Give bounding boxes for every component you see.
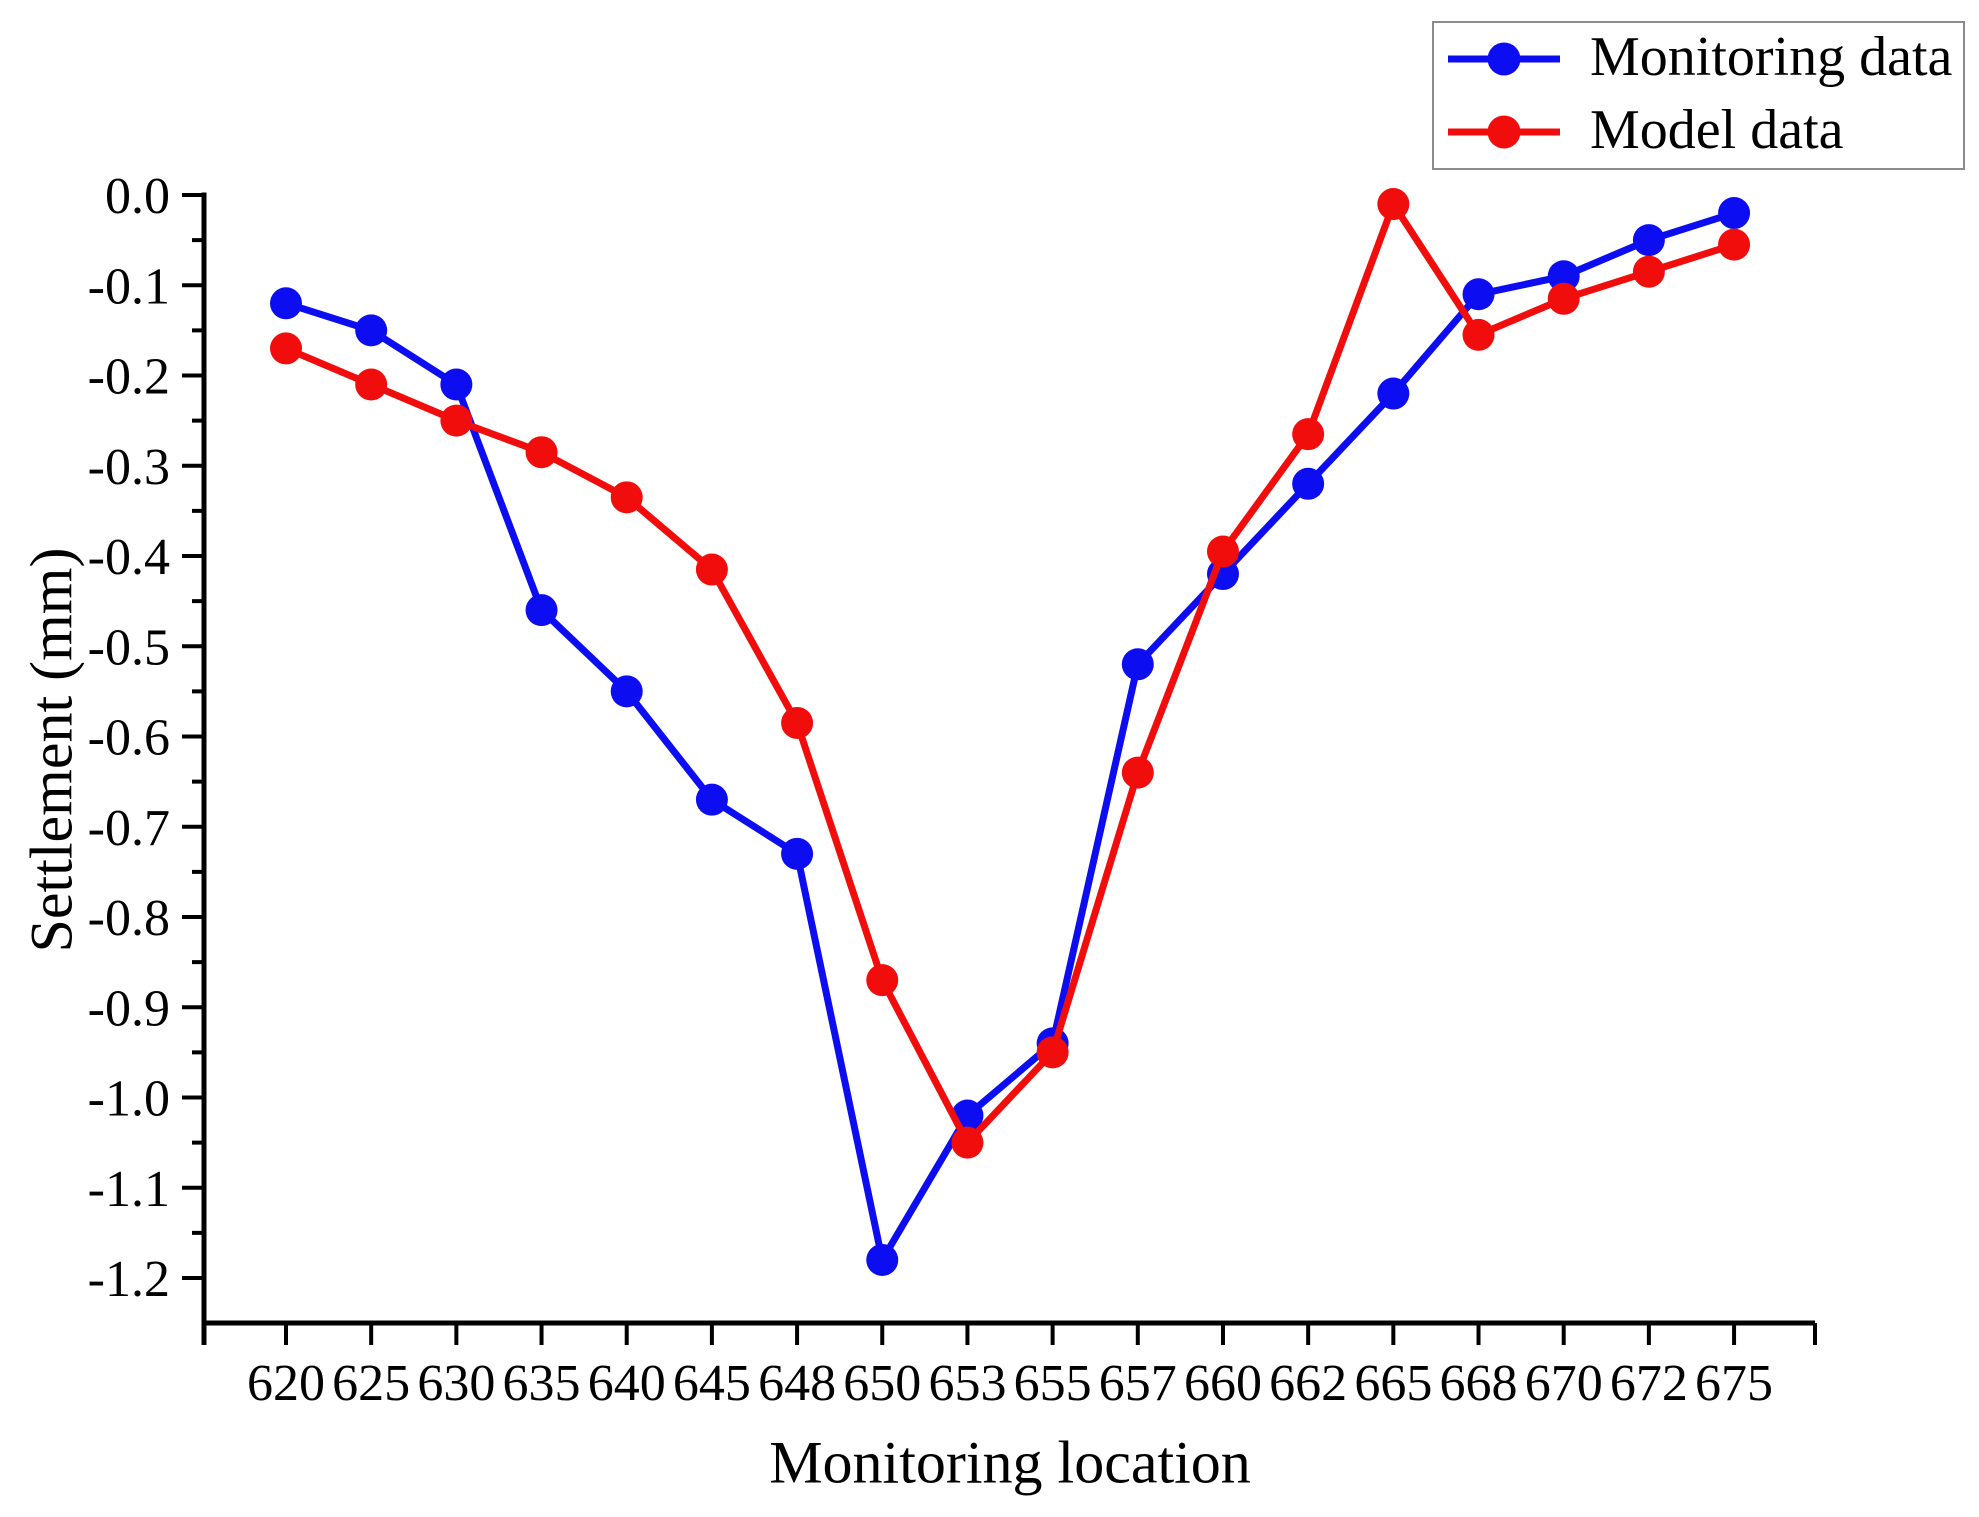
y-axis-title: Settlement (mm) bbox=[18, 547, 85, 953]
x-tick-label: 620 bbox=[247, 1355, 325, 1412]
x-tick-label: 650 bbox=[843, 1355, 921, 1412]
x-tick-label: 668 bbox=[1440, 1355, 1518, 1412]
x-tick-label: 640 bbox=[588, 1355, 666, 1412]
y-tick-label: -1.0 bbox=[88, 1071, 170, 1128]
legend-dot-icon bbox=[1487, 115, 1521, 149]
data-point-model-data bbox=[1547, 282, 1580, 315]
data-point-monitoring-data bbox=[355, 314, 388, 347]
data-point-model-data bbox=[1718, 228, 1751, 261]
data-point-model-data bbox=[695, 553, 728, 586]
data-point-monitoring-data bbox=[440, 368, 473, 401]
y-tick-label: -0.7 bbox=[88, 800, 170, 857]
x-tick-label: 645 bbox=[673, 1355, 751, 1412]
x-tick-label: 648 bbox=[758, 1355, 836, 1412]
data-point-model-data bbox=[355, 368, 388, 401]
data-point-model-data bbox=[525, 436, 558, 469]
legend: Monitoring data Model data bbox=[1432, 21, 1965, 170]
x-tick-label: 657 bbox=[1099, 1355, 1177, 1412]
legend-label: Model data bbox=[1590, 98, 1844, 161]
data-point-monitoring-data bbox=[610, 675, 643, 708]
data-point-monitoring-data bbox=[1547, 260, 1580, 293]
y-tick-label: -0.8 bbox=[88, 890, 170, 947]
data-point-monitoring-data bbox=[781, 837, 814, 870]
legend-marker-monitoring-data bbox=[1448, 42, 1560, 76]
data-point-monitoring-data bbox=[866, 1243, 899, 1276]
data-point-monitoring-data bbox=[270, 287, 302, 320]
y-tick-label: -0.3 bbox=[88, 439, 170, 496]
legend-marker-model-data bbox=[1448, 115, 1560, 149]
data-point-model-data bbox=[1377, 188, 1410, 221]
y-tick-label: -1.2 bbox=[88, 1251, 170, 1308]
y-tick-label: -0.6 bbox=[88, 710, 170, 767]
y-tick-label: -0.4 bbox=[88, 529, 170, 586]
data-point-monitoring-data bbox=[1718, 197, 1751, 230]
y-tick-label: -0.2 bbox=[88, 349, 170, 406]
legend-item-model-data: Model data bbox=[1448, 102, 1963, 162]
series-line-model-data bbox=[282, 200, 1738, 1147]
x-tick-label: 665 bbox=[1354, 1355, 1432, 1412]
data-point-monitoring-data bbox=[1292, 467, 1325, 500]
x-tick-label: 675 bbox=[1695, 1355, 1773, 1412]
data-point-model-data bbox=[951, 1126, 984, 1159]
data-point-monitoring-data bbox=[695, 783, 728, 816]
x-tick-label: 660 bbox=[1184, 1355, 1262, 1412]
x-tick-label: 670 bbox=[1525, 1355, 1603, 1412]
data-point-model-data bbox=[1632, 255, 1665, 288]
data-point-model-data bbox=[610, 481, 643, 514]
x-tick-label: 635 bbox=[503, 1355, 581, 1412]
series-line-monitoring-data bbox=[282, 209, 1738, 1264]
data-point-model-data bbox=[1206, 535, 1239, 568]
y-tick-label: -0.9 bbox=[88, 980, 170, 1037]
y-tick-label: -1.1 bbox=[88, 1161, 170, 1218]
legend-label: Monitoring data bbox=[1590, 26, 1953, 89]
legend-item-monitoring-data: Monitoring data bbox=[1448, 29, 1963, 89]
x-tick-label: 655 bbox=[1014, 1355, 1092, 1412]
data-point-monitoring-data bbox=[1121, 648, 1154, 681]
legend-dot-icon bbox=[1487, 42, 1521, 76]
data-point-model-data bbox=[1292, 418, 1325, 451]
y-tick-label: 0.0 bbox=[105, 168, 170, 225]
data-point-model-data bbox=[440, 404, 473, 437]
x-tick-label: 625 bbox=[332, 1355, 410, 1412]
x-tick-label: 653 bbox=[928, 1355, 1006, 1412]
x-tick-label: 672 bbox=[1610, 1355, 1688, 1412]
y-tick-label: -0.1 bbox=[88, 258, 170, 315]
data-point-model-data bbox=[270, 332, 302, 365]
x-tick-label: 662 bbox=[1269, 1355, 1347, 1412]
data-point-monitoring-data bbox=[1462, 278, 1495, 311]
data-point-model-data bbox=[1121, 756, 1154, 789]
data-point-monitoring-data bbox=[1377, 377, 1410, 410]
data-point-model-data bbox=[1036, 1036, 1069, 1069]
data-point-monitoring-data bbox=[525, 594, 558, 627]
data-point-model-data bbox=[866, 964, 899, 997]
x-tick-label: 630 bbox=[417, 1355, 495, 1412]
data-point-model-data bbox=[1462, 318, 1495, 351]
y-tick-label: -0.5 bbox=[88, 619, 170, 676]
data-point-model-data bbox=[781, 706, 814, 739]
x-axis-title: Monitoring location bbox=[769, 1429, 1251, 1496]
data-point-monitoring-data bbox=[1632, 224, 1665, 257]
